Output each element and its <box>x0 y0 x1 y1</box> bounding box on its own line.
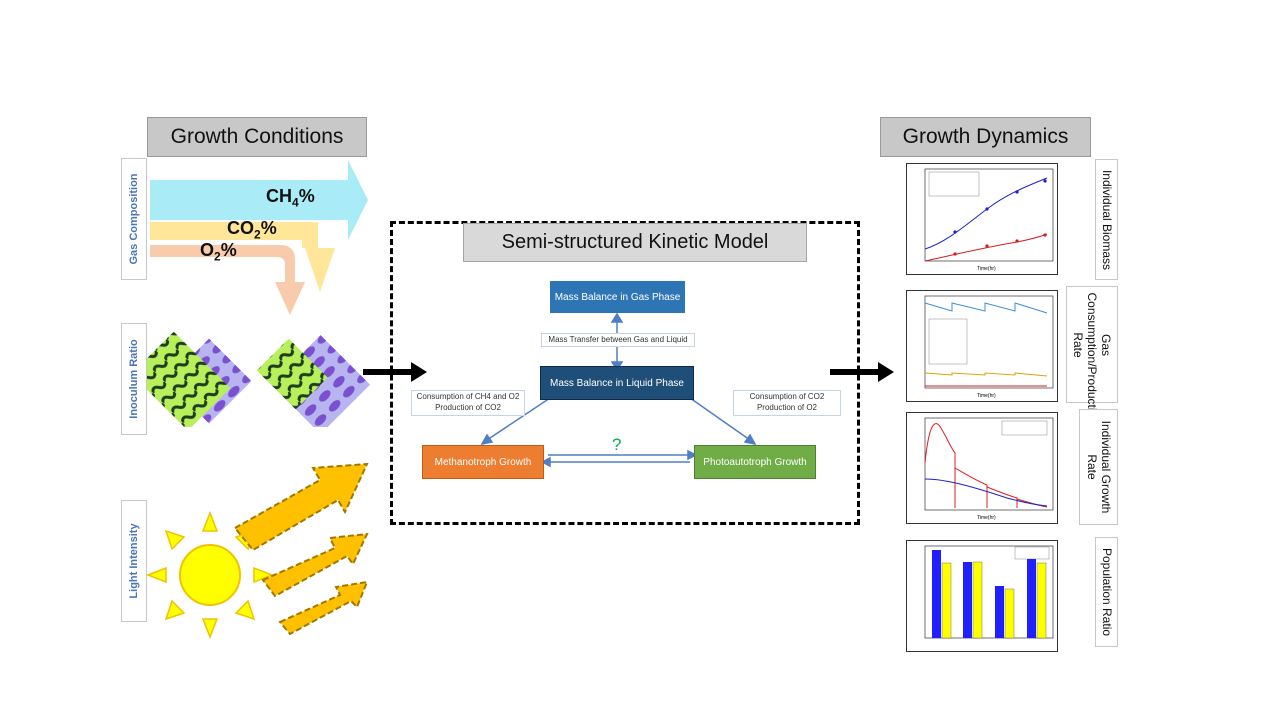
input-arrow <box>363 362 427 382</box>
gas-rate-text: Gas Consumption/Production Rate <box>1071 292 1113 424</box>
methanotroph-exchange-note: Consumption of CH4 and O2 Production of … <box>411 390 525 416</box>
o2-arrow <box>150 245 305 315</box>
model-dashed-frame <box>390 221 860 525</box>
biomass-plot: Time(hr) <box>906 163 1058 275</box>
population-ratio-text: Population Ratio <box>1099 547 1114 637</box>
svg-text:Time(hr): Time(hr) <box>977 266 996 272</box>
gas-rate-label: Gas Consumption/Production Rate <box>1066 286 1118 424</box>
photoautotroph-exchange-note: Consumption of CO2 Production of O2 <box>733 390 841 416</box>
co2-production-text: Production of CO2 <box>435 403 501 412</box>
light-intensity-text: Light Intensity <box>128 523 140 599</box>
light-arrow-medium <box>261 532 369 598</box>
ch4-o2-consumption-text: Consumption of CH4 and O2 <box>416 392 520 401</box>
svg-text:Time(hr): Time(hr) <box>977 393 996 399</box>
gas-phase-box: Mass Balance in Gas Phase <box>550 281 685 313</box>
inoculum-cells-graphic <box>147 331 371 427</box>
light-arrow-small <box>278 580 369 636</box>
co2-consumption-text: Consumption of CO2 <box>749 392 825 401</box>
gas-composition-label: Gas Composition <box>121 158 147 280</box>
svg-text:Time(hr): Time(hr) <box>977 515 996 521</box>
gas-arrows-graphic <box>150 160 368 315</box>
light-arrow-large <box>233 462 369 552</box>
co2-label: CO2% <box>227 218 277 242</box>
model-connectors <box>480 312 757 468</box>
individual-biomass-label: Individual Biomass <box>1095 159 1118 280</box>
ch4-label: CH4% <box>266 186 315 210</box>
ch4-arrow <box>150 160 368 240</box>
light-intensity-label: Light Intensity <box>121 500 147 622</box>
growth-rate-plot: Time(hr) <box>906 412 1058 524</box>
inoculum-ratio-label: Inoculum Ratio <box>121 323 147 435</box>
output-arrow <box>830 362 894 382</box>
methanotroph-box: Methanotroph Growth <box>422 445 544 479</box>
mass-transfer-note: Mass Transfer between Gas and Liquid <box>541 333 695 347</box>
liquid-phase-box: Mass Balance in Liquid Phase <box>540 366 694 400</box>
co2-arrow <box>150 222 335 292</box>
growth-dynamics-header: Growth Dynamics <box>880 117 1091 157</box>
model-title: Semi-structured Kinetic Model <box>463 223 807 262</box>
growth-rate-label: Individual Growth Rate <box>1079 409 1118 525</box>
population-plot <box>906 540 1058 652</box>
photoautotroph-box: Photoautotroph Growth <box>694 445 816 479</box>
o2-label: O2% <box>200 240 237 264</box>
sun-icon <box>145 510 275 640</box>
growth-conditions-header: Growth Conditions <box>147 117 367 157</box>
growth-rate-text: Individual Growth Rate <box>1084 420 1113 514</box>
interaction-question-mark: ? <box>612 435 622 454</box>
sun-light-graphic <box>145 462 369 640</box>
gas-rate-plot: Time(hr) <box>906 290 1058 402</box>
individual-biomass-text: Individual Biomass <box>1099 169 1114 270</box>
gas-composition-text: Gas Composition <box>128 173 140 265</box>
inoculum-ratio-text: Inoculum Ratio <box>128 339 140 419</box>
population-ratio-label: Population Ratio <box>1095 537 1118 647</box>
o2-production-text: Production of O2 <box>756 403 818 412</box>
